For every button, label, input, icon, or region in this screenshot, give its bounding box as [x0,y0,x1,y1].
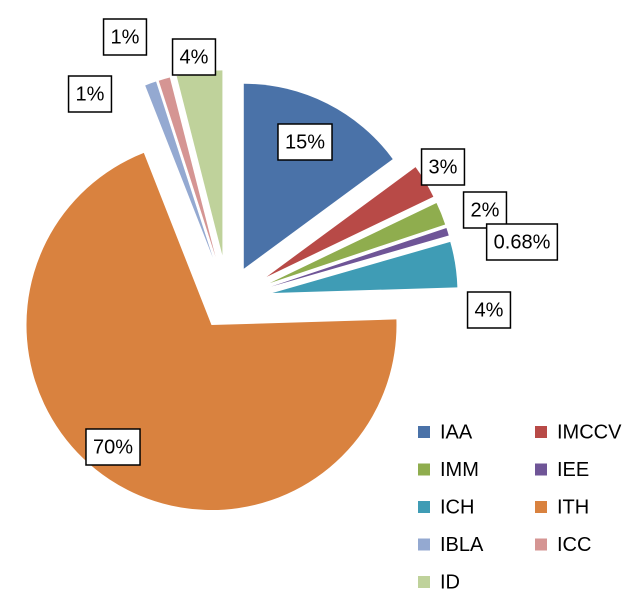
data-label: 1% [76,83,105,105]
data-label: 70% [93,436,133,458]
data-label-box [462,191,508,229]
data-label: 3% [429,156,458,178]
pie-slice [158,77,216,257]
legend-swatch [535,501,547,513]
legend-label: ITH [557,496,589,518]
pie-slice [269,203,446,284]
legend-swatch [418,576,430,588]
data-label-box [466,291,512,329]
data-label-box [485,223,559,261]
legend-swatch [535,463,547,476]
data-label-box [67,75,113,113]
legend-swatch [418,426,430,438]
data-label: 4% [475,299,504,321]
data-label-box [85,428,141,466]
pie-slice [270,227,449,287]
data-label: 2% [471,199,500,221]
data-label-box [420,148,466,186]
legend-label: IEE [557,459,589,481]
data-label: 4% [180,46,209,68]
pie-slice [176,70,223,256]
data-label: 1% [111,26,140,48]
pie-slice [26,152,397,511]
legend-swatch [418,538,430,551]
legend-label: ICH [440,496,474,518]
legend-swatch [418,463,430,476]
data-label: 0.68% [494,231,551,253]
legend-label: IMM [440,459,479,481]
data-label-box [277,123,333,161]
data-label-box [171,38,217,76]
pie-slice [266,167,434,277]
legend-swatch [418,501,430,513]
legend-label: IBLA [440,534,484,556]
legend-swatch [535,538,547,551]
pie-slice [272,241,458,294]
legend-label: ID [440,571,460,593]
legend-swatch [535,426,547,438]
legend-label: IMCCV [557,421,622,443]
legend-label: IAA [440,421,473,443]
pie-slice [145,81,213,258]
data-label-box [102,18,148,56]
data-label: 15% [285,131,325,153]
legend-label: ICC [557,534,591,556]
